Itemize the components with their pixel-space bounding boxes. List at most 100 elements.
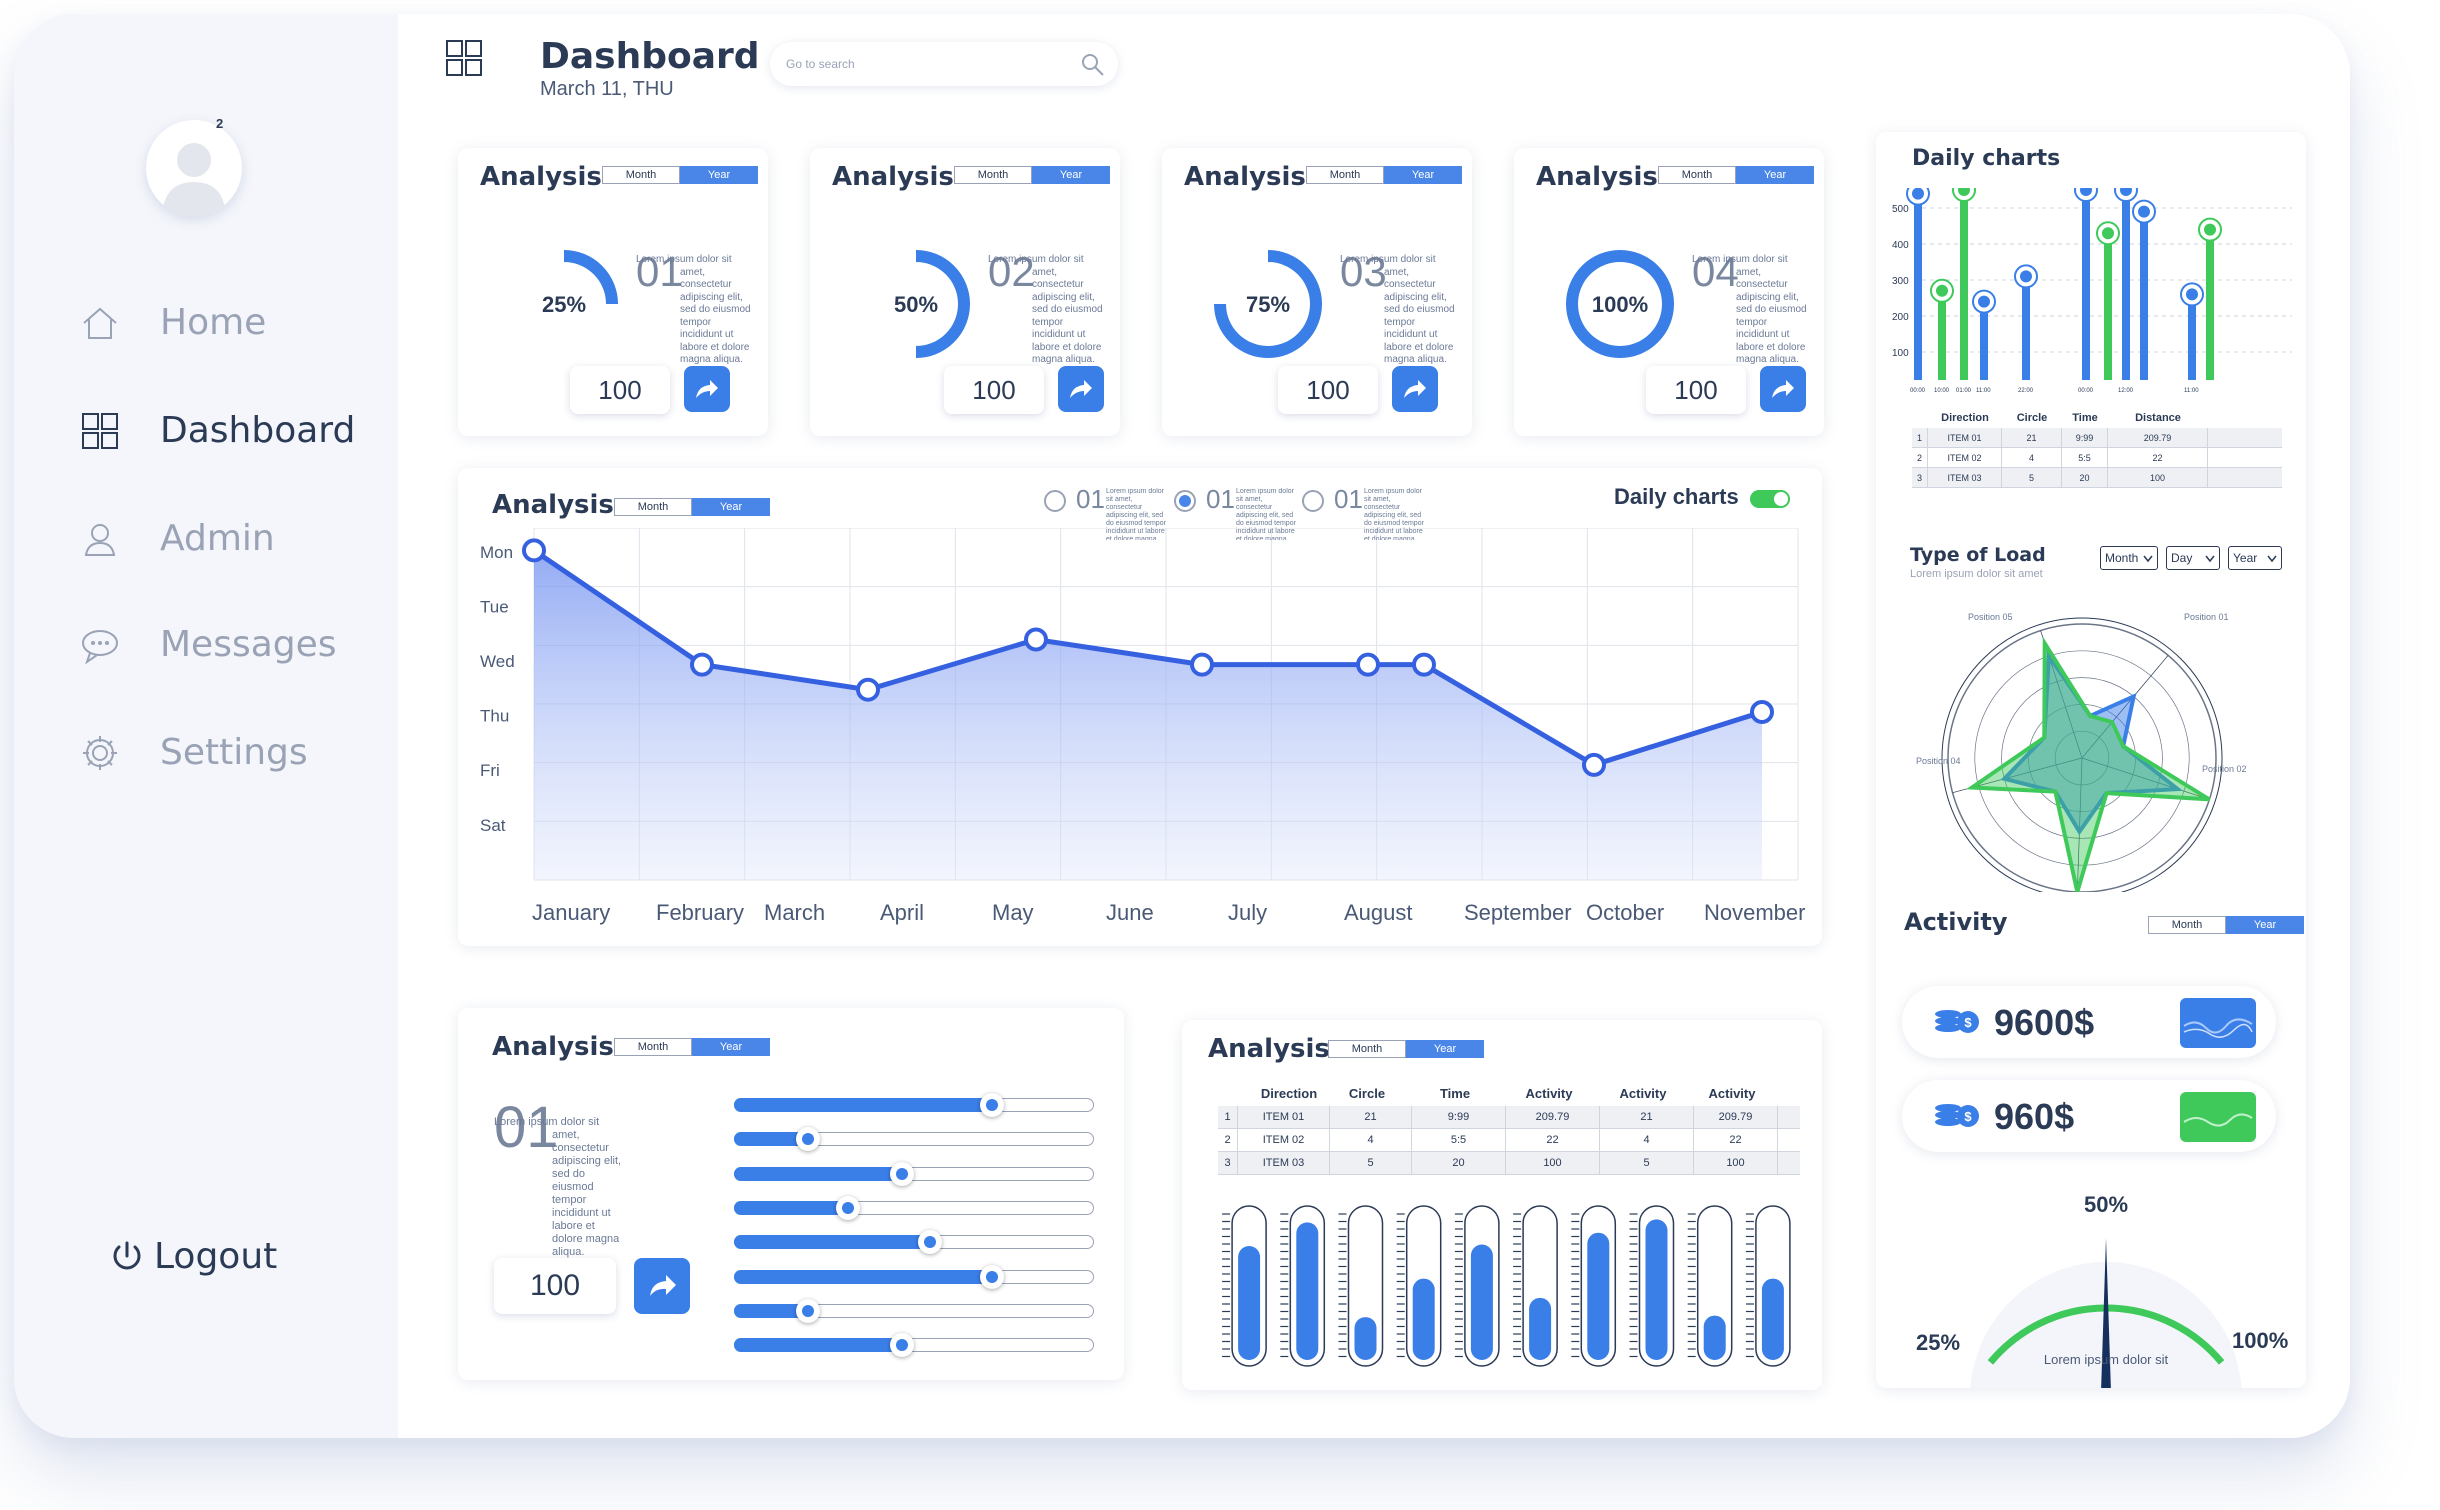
- table-row[interactable]: 2 ITEM 02 4 5:5 22: [1912, 448, 2282, 468]
- submit-button[interactable]: [684, 366, 730, 412]
- slider[interactable]: [734, 1093, 1094, 1117]
- bar[interactable]: [1238, 1246, 1261, 1360]
- slider[interactable]: [734, 1195, 1094, 1220]
- sidebar-item-admin[interactable]: Admin: [80, 518, 275, 559]
- line-point[interactable]: [1582, 752, 1606, 777]
- search-box[interactable]: Go to search: [770, 42, 1118, 86]
- bar[interactable]: [1645, 1219, 1668, 1360]
- submit-button[interactable]: [1760, 366, 1806, 412]
- bar[interactable]: [1587, 1232, 1610, 1360]
- bar[interactable]: [2206, 229, 2214, 380]
- year-toggle[interactable]: Year: [1406, 1040, 1484, 1058]
- slider[interactable]: [734, 1333, 1094, 1358]
- month-toggle[interactable]: Month: [1306, 166, 1384, 184]
- month-toggle[interactable]: Month: [1658, 166, 1736, 184]
- daily-charts-switch[interactable]: [1750, 490, 1790, 508]
- value-field[interactable]: 100: [494, 1258, 616, 1314]
- slider[interactable]: [734, 1230, 1094, 1255]
- table-row[interactable]: 3 ITEM 03 5 20 100 5 100: [1218, 1152, 1800, 1175]
- slider-thumb[interactable]: [835, 1195, 860, 1220]
- slider-thumb[interactable]: [796, 1127, 820, 1152]
- line-point[interactable]: [856, 677, 880, 702]
- submit-button[interactable]: [1058, 366, 1104, 412]
- radio-circle[interactable]: [1302, 490, 1324, 512]
- slider[interactable]: [734, 1298, 1094, 1323]
- bar[interactable]: [1412, 1278, 1435, 1360]
- bar[interactable]: [1470, 1244, 1493, 1360]
- submit-button[interactable]: [1392, 366, 1438, 412]
- month-toggle[interactable]: Month: [1328, 1040, 1406, 1058]
- bar[interactable]: [1529, 1297, 1552, 1360]
- bar[interactable]: [2188, 294, 2196, 380]
- year-toggle[interactable]: Year: [1736, 166, 1814, 184]
- period-select[interactable]: Year: [2228, 546, 2282, 570]
- bar[interactable]: [2140, 211, 2148, 380]
- value-field[interactable]: 100: [1278, 366, 1378, 414]
- line-point[interactable]: [1024, 627, 1048, 652]
- line-point[interactable]: [1412, 652, 1436, 677]
- radio-circle[interactable]: [1174, 490, 1196, 512]
- year-toggle[interactable]: Year: [680, 166, 758, 184]
- slider-thumb[interactable]: [979, 1093, 1004, 1117]
- year-toggle[interactable]: Year: [692, 1038, 770, 1056]
- line-point[interactable]: [1190, 652, 1214, 677]
- value-field[interactable]: 100: [570, 366, 670, 414]
- line-point[interactable]: [1356, 652, 1380, 677]
- bar[interactable]: [1296, 1222, 1319, 1360]
- slider-thumb[interactable]: [889, 1333, 914, 1358]
- line-point[interactable]: [1750, 700, 1774, 724]
- slider[interactable]: [734, 1127, 1094, 1152]
- bar[interactable]: [1354, 1317, 1377, 1360]
- bar[interactable]: [1960, 190, 1968, 380]
- legend-radio[interactable]: 01 Lorem ipsum dolor sit amet, consectetu…: [1044, 484, 1166, 546]
- value-field[interactable]: 100: [944, 366, 1044, 414]
- line-point[interactable]: [522, 538, 546, 563]
- period-select[interactable]: Month: [2100, 546, 2158, 570]
- bar[interactable]: [1703, 1315, 1726, 1360]
- year-toggle[interactable]: Year: [692, 498, 770, 516]
- radar-series[interactable]: [1966, 636, 2211, 892]
- bar[interactable]: [2022, 276, 2030, 380]
- slider-thumb[interactable]: [796, 1298, 820, 1323]
- sidebar-item-settings[interactable]: Settings: [80, 732, 308, 773]
- search-input[interactable]: Go to search: [786, 57, 855, 71]
- line-point[interactable]: [690, 652, 714, 677]
- bar[interactable]: [2122, 190, 2130, 380]
- slider[interactable]: [734, 1161, 1094, 1186]
- month-toggle[interactable]: Month: [614, 498, 692, 516]
- activity-card-green[interactable]: $ 960$: [1902, 1080, 2276, 1152]
- bar[interactable]: [2104, 233, 2112, 380]
- year-toggle[interactable]: Year: [1384, 166, 1462, 184]
- slider[interactable]: [734, 1264, 1094, 1289]
- value-field[interactable]: 100: [1646, 366, 1746, 414]
- search-icon[interactable]: [1080, 52, 1106, 78]
- year-toggle[interactable]: Year: [1032, 166, 1110, 184]
- avatar[interactable]: [146, 120, 242, 216]
- bar[interactable]: [1980, 301, 1988, 380]
- month-toggle[interactable]: Month: [614, 1038, 692, 1056]
- sidebar-item-messages[interactable]: Messages: [80, 624, 337, 665]
- month-toggle[interactable]: Month: [2148, 916, 2226, 934]
- table-row[interactable]: 1 ITEM 01 21 9:99 209.79 21 209.79: [1218, 1106, 1800, 1129]
- sidebar-item-dashboard[interactable]: Dashboard: [80, 410, 355, 451]
- bar[interactable]: [1938, 290, 1946, 380]
- year-toggle[interactable]: Year: [2226, 916, 2304, 934]
- slider-thumb[interactable]: [979, 1264, 1004, 1289]
- slider-thumb[interactable]: [889, 1161, 914, 1186]
- legend-radio[interactable]: 01 Lorem ipsum dolor sit amet, consectetu…: [1174, 484, 1296, 546]
- radio-circle[interactable]: [1044, 490, 1066, 512]
- legend-radio[interactable]: 01 Lorem ipsum dolor sit amet, consectetu…: [1302, 484, 1424, 546]
- table-row[interactable]: 1 ITEM 01 21 9:99 209.79: [1912, 428, 2282, 448]
- sidebar-item-home[interactable]: Home: [80, 302, 266, 343]
- slider-thumb[interactable]: [918, 1230, 943, 1255]
- bar[interactable]: [1761, 1278, 1784, 1360]
- table-row[interactable]: 2 ITEM 02 4 5:5 22 4 22: [1218, 1129, 1800, 1152]
- activity-card-blue[interactable]: $ 9600$: [1902, 986, 2276, 1058]
- submit-button[interactable]: [634, 1258, 690, 1314]
- period-select[interactable]: Day: [2166, 546, 2220, 570]
- bar[interactable]: [1914, 193, 1922, 380]
- logout-button[interactable]: Logout: [110, 1236, 277, 1277]
- table-row[interactable]: 3 ITEM 03 5 20 100: [1912, 468, 2282, 488]
- month-toggle[interactable]: Month: [602, 166, 680, 184]
- month-toggle[interactable]: Month: [954, 166, 1032, 184]
